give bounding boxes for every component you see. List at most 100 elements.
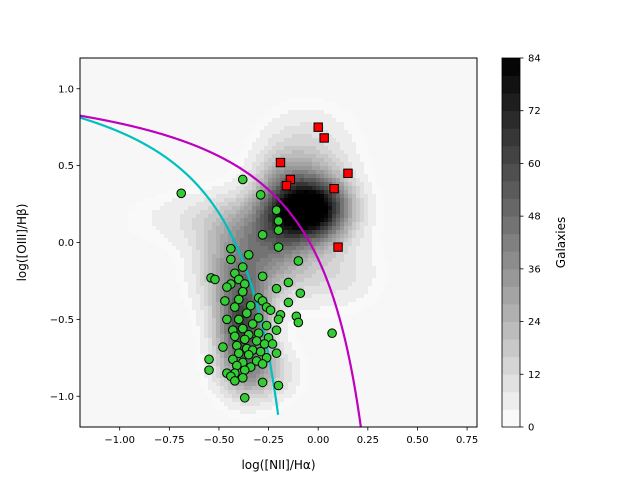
density-cell bbox=[300, 222, 305, 227]
density-cell bbox=[320, 146, 325, 151]
density-cell bbox=[316, 130, 321, 135]
density-cell bbox=[316, 210, 321, 215]
density-cell bbox=[232, 406, 237, 411]
density-cell bbox=[172, 242, 177, 247]
density-cell bbox=[204, 334, 209, 339]
density-cell bbox=[152, 198, 157, 203]
density-cell bbox=[212, 186, 217, 191]
density-cell bbox=[364, 258, 369, 263]
density-cell bbox=[244, 166, 249, 171]
density-cell bbox=[224, 322, 229, 327]
density-cell bbox=[292, 142, 297, 147]
density-cell bbox=[196, 246, 201, 251]
density-cell bbox=[252, 146, 257, 151]
density-cell bbox=[176, 258, 181, 263]
density-cell bbox=[248, 238, 253, 243]
density-cell bbox=[248, 138, 253, 143]
density-cell bbox=[256, 170, 261, 175]
density-cell bbox=[312, 162, 317, 167]
density-cell bbox=[276, 142, 281, 147]
density-cell bbox=[324, 150, 329, 155]
density-cell bbox=[296, 146, 301, 151]
density-cell bbox=[368, 222, 373, 227]
green-point bbox=[273, 314, 284, 325]
density-cell bbox=[200, 186, 205, 191]
density-cell bbox=[176, 218, 181, 223]
density-cell bbox=[184, 262, 189, 267]
density-cell bbox=[376, 278, 381, 283]
density-cell bbox=[304, 250, 309, 255]
density-cell bbox=[268, 390, 273, 395]
density-cell bbox=[340, 118, 345, 123]
density-cell bbox=[128, 222, 133, 227]
density-cell bbox=[292, 154, 297, 159]
density-cell bbox=[284, 326, 289, 331]
density-cell bbox=[344, 262, 349, 267]
density-cell bbox=[216, 386, 221, 391]
density-cell bbox=[200, 250, 205, 255]
density-cell bbox=[256, 270, 261, 275]
density-cell bbox=[184, 286, 189, 291]
density-cell bbox=[268, 122, 273, 127]
density-cell bbox=[280, 166, 285, 171]
green-point bbox=[293, 317, 304, 328]
density-cell bbox=[296, 162, 301, 167]
density-cell bbox=[296, 130, 301, 135]
density-cell bbox=[348, 250, 353, 255]
density-cell bbox=[236, 322, 241, 327]
density-cell bbox=[260, 398, 265, 403]
density-cell bbox=[252, 150, 257, 155]
density-cell bbox=[200, 182, 205, 187]
density-cell bbox=[220, 242, 225, 247]
density-cell bbox=[260, 138, 265, 143]
density-cell bbox=[320, 194, 325, 199]
density-cell bbox=[248, 178, 253, 183]
density-cell bbox=[324, 290, 329, 295]
density-cell bbox=[216, 402, 221, 407]
density-cell bbox=[164, 198, 169, 203]
density-cell bbox=[308, 214, 313, 219]
density-cell bbox=[280, 222, 285, 227]
density-cell bbox=[316, 202, 321, 207]
density-cell bbox=[212, 346, 217, 351]
density-cell bbox=[148, 234, 153, 239]
density-cell bbox=[212, 326, 217, 331]
density-cell bbox=[228, 238, 233, 243]
density-cell bbox=[336, 266, 341, 271]
density-cell bbox=[284, 214, 289, 219]
density-cell bbox=[212, 298, 217, 303]
density-cell bbox=[172, 234, 177, 239]
density-cell bbox=[348, 142, 353, 147]
density-cell bbox=[228, 394, 233, 399]
density-cell bbox=[292, 238, 297, 243]
density-cell bbox=[276, 342, 281, 347]
density-cell bbox=[272, 398, 277, 403]
density-cell bbox=[288, 342, 293, 347]
density-cell bbox=[292, 370, 297, 375]
density-cell bbox=[268, 258, 273, 263]
density-cell bbox=[180, 234, 185, 239]
density-cell bbox=[188, 186, 193, 191]
density-cell bbox=[360, 278, 365, 283]
density-cell bbox=[300, 354, 305, 359]
density-cell bbox=[320, 210, 325, 215]
density-cell bbox=[196, 338, 201, 343]
density-cell bbox=[324, 166, 329, 171]
density-cell bbox=[220, 362, 225, 367]
density-cell bbox=[304, 274, 309, 279]
density-cell bbox=[192, 190, 197, 195]
density-cell bbox=[180, 238, 185, 243]
density-cell bbox=[216, 178, 221, 183]
density-cell bbox=[260, 410, 265, 415]
density-cell bbox=[288, 230, 293, 235]
density-cell bbox=[292, 206, 297, 211]
density-cell bbox=[368, 182, 373, 187]
density-cell bbox=[160, 230, 165, 235]
density-cell bbox=[200, 230, 205, 235]
density-cell bbox=[212, 206, 217, 211]
density-cell bbox=[252, 226, 257, 231]
density-cell bbox=[304, 118, 309, 123]
density-cell bbox=[196, 346, 201, 351]
density-cell bbox=[252, 134, 257, 139]
density-cell bbox=[308, 246, 313, 251]
